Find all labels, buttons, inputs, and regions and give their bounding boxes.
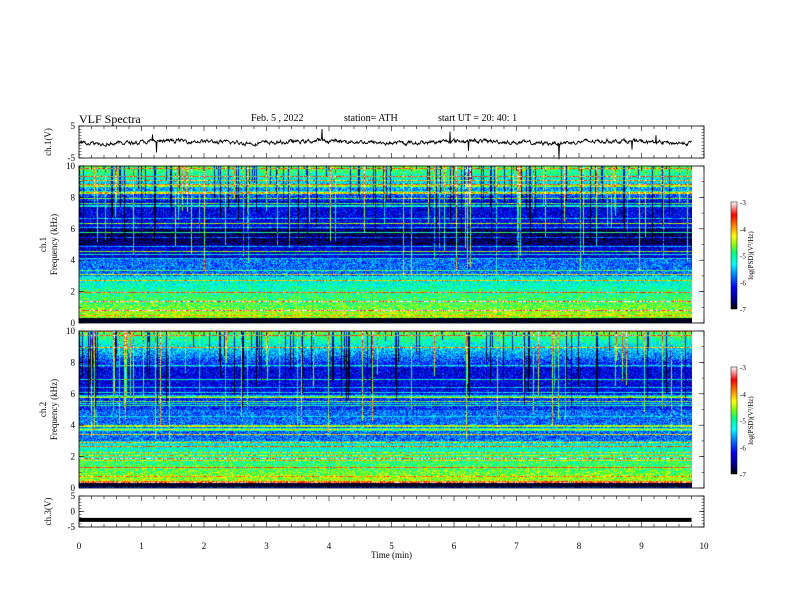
x-axis-label: Time (min) bbox=[371, 550, 412, 560]
x-tick-label: 8 bbox=[577, 541, 582, 551]
ch1-trace bbox=[78, 128, 692, 160]
figure-title: VLF Spectra bbox=[79, 112, 141, 126]
y-tick-label: 0 bbox=[71, 507, 76, 517]
colorbar-tick-label: -5 bbox=[740, 418, 746, 426]
y-tick-label: 2 bbox=[71, 287, 76, 297]
colorbar-tick-label: -6 bbox=[740, 279, 746, 287]
y-tick-label: 6 bbox=[71, 389, 76, 399]
colorbar-tick-label: -5 bbox=[740, 253, 746, 261]
colorbar-label: log(PSD)(V²/Hz) bbox=[747, 231, 755, 280]
y-tick-label: 4 bbox=[71, 255, 76, 265]
x-tick-label: 7 bbox=[514, 541, 519, 551]
x-tick-label: 10 bbox=[700, 541, 710, 551]
x-tick-label: 3 bbox=[264, 541, 269, 551]
y-tick-label: 10 bbox=[66, 326, 76, 336]
y-tick-label: 0 bbox=[71, 483, 76, 493]
colorbar-label: log(PSD)(V²/Hz) bbox=[747, 396, 755, 445]
y-tick-label: 0 bbox=[71, 318, 76, 328]
x-tick-label: 5 bbox=[389, 541, 394, 551]
date-label: Feb. 5 , 2022 bbox=[251, 113, 304, 124]
colorbar bbox=[730, 366, 738, 475]
y-tick-label: 8 bbox=[71, 192, 76, 202]
colorbar-tick-label: -7 bbox=[740, 306, 746, 314]
y-tick-label: 8 bbox=[71, 357, 76, 367]
y-tick-label: 10 bbox=[66, 161, 76, 171]
ch1-spectrogram-image bbox=[79, 166, 692, 323]
x-tick-label: 2 bbox=[202, 541, 207, 551]
y-tick-label: 4 bbox=[71, 420, 76, 430]
colorbar-tick-label: -4 bbox=[740, 226, 746, 234]
colorbar-tick-label: -4 bbox=[740, 391, 746, 399]
y-axis-label: ch.1 bbox=[38, 237, 48, 252]
x-tick-label: 6 bbox=[452, 541, 457, 551]
y-tick-label: 5 bbox=[71, 491, 76, 501]
x-tick-label: 4 bbox=[327, 541, 332, 551]
colorbar-tick-label: -3 bbox=[740, 364, 746, 372]
y-axis-label: ch.2 bbox=[38, 402, 48, 417]
y-axis-label: ch.3(V) bbox=[43, 498, 53, 526]
x-tick-label: 9 bbox=[639, 541, 644, 551]
station-label: station= ATH bbox=[344, 113, 398, 124]
y-tick-label: -5 bbox=[68, 522, 76, 532]
y-tick-label: -5 bbox=[68, 153, 76, 163]
y-tick-label: 6 bbox=[71, 224, 76, 234]
start-time-label: start UT = 20: 40: 1 bbox=[438, 113, 518, 124]
y-axis-label: ch.1(V) bbox=[43, 128, 53, 156]
colorbar-tick-label: -3 bbox=[740, 199, 746, 207]
x-tick-label: 1 bbox=[139, 541, 144, 551]
y-tick-label: 5 bbox=[71, 121, 76, 131]
x-tick-label: 0 bbox=[77, 541, 82, 551]
colorbar bbox=[730, 201, 738, 310]
colorbar-tick-label: -7 bbox=[740, 471, 746, 479]
colorbar-tick-label: -6 bbox=[740, 444, 746, 452]
y-axis-label: Frequency (kHz) bbox=[49, 214, 59, 275]
y-axis-label: Frequency (kHz) bbox=[49, 379, 59, 440]
y-tick-label: 2 bbox=[71, 452, 76, 462]
ch2-spectrogram-image bbox=[79, 331, 692, 488]
